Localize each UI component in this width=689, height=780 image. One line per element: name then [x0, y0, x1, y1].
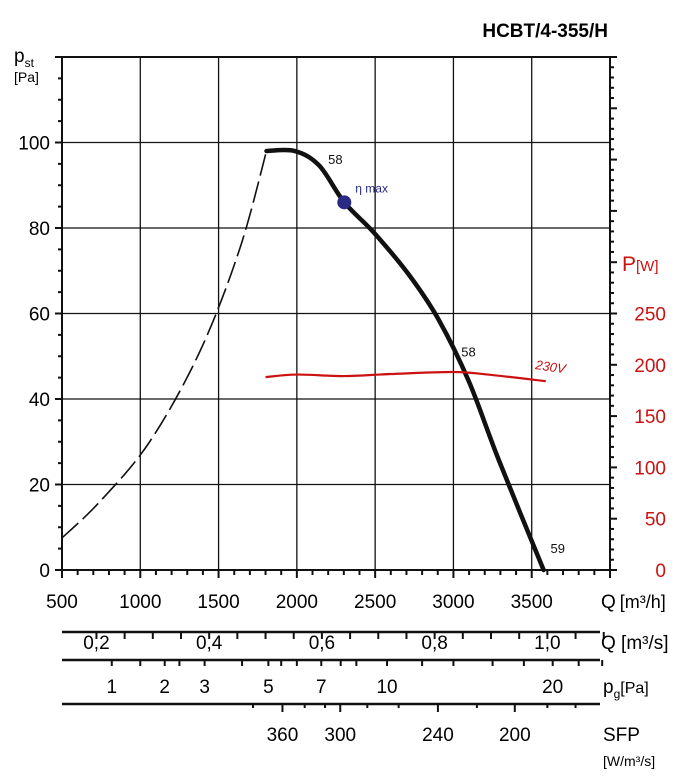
efficiency-annotation: 58: [328, 152, 342, 167]
pg-label: 5: [263, 677, 274, 698]
sfp-unit-label: [W/m³/s]: [603, 753, 655, 769]
y-axis-label-sub: st: [25, 56, 35, 70]
y2-tick-label: 100: [634, 458, 666, 479]
y2-axis-unit: [W]: [636, 258, 659, 275]
y2-tick-label: 50: [645, 510, 666, 531]
y-tick-label: 20: [29, 476, 50, 497]
pressure-curve-unstable: [61, 150, 268, 539]
y2-tick-label: 200: [634, 356, 666, 377]
efficiency-annotation: 59: [551, 541, 565, 556]
efficiency-annotation: 58: [461, 344, 475, 359]
q-m3s-label: 0,2: [83, 633, 109, 654]
q-m3s-label: 0,6: [309, 633, 335, 654]
y2-axis-label-main: P: [622, 253, 636, 276]
x-tick-label: 3500: [511, 592, 553, 613]
y-tick-label: 60: [29, 305, 50, 326]
chart-title: HCBT/4-355/H: [482, 21, 608, 42]
x-tick-label: 3000: [432, 592, 474, 613]
plot-marks: η max 58 58 59 230V: [61, 147, 568, 573]
y-tick-label: 80: [29, 219, 50, 240]
x-axis-label-main: Q: [601, 592, 616, 613]
q-m3s-label: 0,8: [421, 633, 447, 654]
y2-tick-label: 0: [655, 561, 666, 582]
power-curve-230v: [265, 370, 546, 383]
y-axis-unit: [Pa]: [14, 69, 39, 85]
tick-labels: 500 1000 1500 2000 2500 3000 35000204060801000…: [18, 134, 666, 614]
x-tick-label: 2500: [354, 592, 396, 613]
pg-label: 7: [316, 677, 327, 698]
y-tick-label: 0: [39, 561, 50, 582]
q-m3s-label: 1,0: [534, 633, 560, 654]
x-tick-label: 500: [46, 592, 78, 613]
pg-label: 2: [159, 677, 170, 698]
q-m3s-label: 0,4: [196, 633, 223, 654]
pressure-curve: [264, 147, 546, 573]
y2-tick-label: 250: [634, 305, 666, 326]
y2-tick-label: 150: [634, 407, 666, 428]
axis-ticks: [55, 56, 617, 578]
x-tick-label: 1000: [119, 592, 161, 613]
x-axis-label: Q [m³/h]: [601, 592, 666, 613]
grid: [61, 56, 611, 571]
y2-axis-label: P[W]: [622, 253, 659, 276]
sfp-label: 200: [499, 725, 531, 746]
y-tick-label: 40: [29, 390, 50, 411]
eta-max-label: η max: [355, 181, 388, 195]
y-axis-label: pst: [14, 46, 35, 70]
sfp-name-label: SFP: [603, 725, 640, 746]
x-tick-label: 2000: [276, 592, 318, 613]
sfp-label: 360: [267, 725, 299, 746]
pg-label: 1: [107, 677, 118, 698]
x-tick-label: 1500: [197, 592, 239, 613]
q-m3s-unit-label: Q [m³/s]: [601, 633, 669, 654]
sfp-label: 240: [422, 725, 454, 746]
pg-unit-label: pg[Pa]: [603, 677, 649, 701]
y-tick-label: 100: [18, 134, 50, 155]
secondary-scales: 0,2 0,4 0,6 0,8 1,0 Q [m³/s] 1 2 3 5 7 10 20 pg[Pa] 36…: [62, 630, 669, 769]
y-axis-label-main: p: [14, 46, 25, 67]
x-axis-unit: [m³/h]: [620, 592, 666, 612]
pg-label: 20: [542, 677, 563, 698]
sfp-label: 300: [324, 725, 356, 746]
voltage-label: 230V: [533, 357, 567, 376]
pg-label: 3: [199, 677, 210, 698]
eta-max-point: [337, 195, 352, 210]
pg-label: 10: [376, 677, 397, 698]
